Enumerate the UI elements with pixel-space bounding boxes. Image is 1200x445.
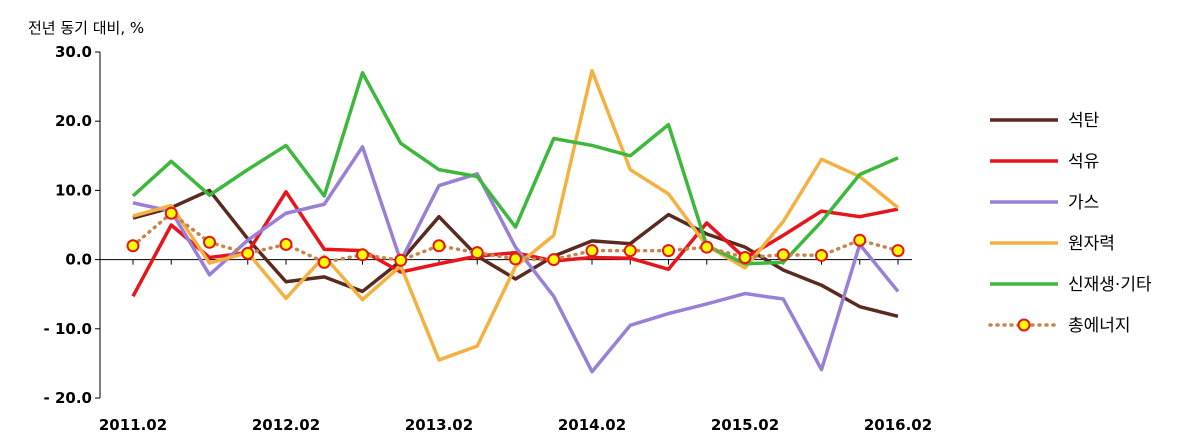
- series-lines: [126, 68, 905, 374]
- y-tick-label: 20.0: [55, 112, 92, 130]
- data-point-total-energy: [662, 244, 675, 258]
- series-line-total-energy: [131, 210, 900, 265]
- data-point-total-energy: [317, 255, 331, 269]
- data-point-total-energy: [509, 252, 522, 266]
- data-point-total-energy: [126, 239, 140, 253]
- data-point-total-energy: [815, 248, 828, 262]
- series-line-nuclear: [132, 68, 900, 362]
- data-point-total-energy: [585, 244, 599, 258]
- data-point-total-energy: [776, 248, 790, 262]
- x-tick-label: 2015.02: [711, 416, 779, 434]
- y-tick-label: - 20.0: [44, 389, 92, 407]
- x-tick-label: 2014.02: [558, 416, 626, 434]
- axes: [95, 51, 912, 399]
- data-point-total-energy: [164, 206, 178, 220]
- data-point-total-energy: [394, 253, 408, 267]
- data-point-total-energy: [356, 248, 369, 262]
- y-tick-label: 10.0: [55, 181, 92, 199]
- series-line-gas: [132, 145, 900, 374]
- legend-label-total-energy: 총에너지: [1068, 316, 1131, 336]
- x-tick-labels: 2011.02 2012.02 2013.02 2014.02 2015.02 2016.…: [99, 416, 932, 434]
- data-point-total-energy: [241, 246, 255, 260]
- legend-label-oil: 석유: [1068, 152, 1099, 172]
- legend-label-nuclear: 원자력: [1068, 234, 1115, 254]
- y-tick-label: 0.0: [65, 251, 92, 269]
- data-point-total-energy: [432, 239, 446, 253]
- x-tick-label: 2011.02: [99, 416, 167, 434]
- x-tick-label: 2016.02: [864, 416, 932, 434]
- legend-label-gas: 가스: [1068, 193, 1099, 213]
- data-point-total-energy: [623, 244, 637, 258]
- y-tick-label: 30.0: [55, 43, 92, 61]
- data-point-total-energy: [700, 240, 714, 254]
- legend-label-renewables: 신재생·기타: [1068, 275, 1152, 295]
- data-point-total-energy: [203, 235, 216, 249]
- series-line-renewables: [131, 71, 899, 266]
- y-axis-label: 전년 동기 대비, %: [28, 19, 144, 37]
- legend-marker-total-energy: [1017, 318, 1031, 332]
- data-point-total-energy: [279, 237, 293, 251]
- y-tick-labels: 30.0 20.0 10.0 0.0 - 10.0 - 20.0: [44, 43, 92, 407]
- y-tick-label: - 10.0: [44, 320, 92, 338]
- data-point-total-energy: [738, 251, 752, 265]
- data-point-total-energy: [547, 253, 561, 267]
- x-tick-label: 2013.02: [405, 416, 473, 434]
- legend-label-coal: 석탄: [1068, 111, 1100, 131]
- data-point-total-energy: [470, 246, 484, 260]
- data-point-total-energy: [853, 233, 867, 247]
- data-point-total-energy: [891, 244, 905, 258]
- x-tick-label: 2012.02: [252, 416, 320, 434]
